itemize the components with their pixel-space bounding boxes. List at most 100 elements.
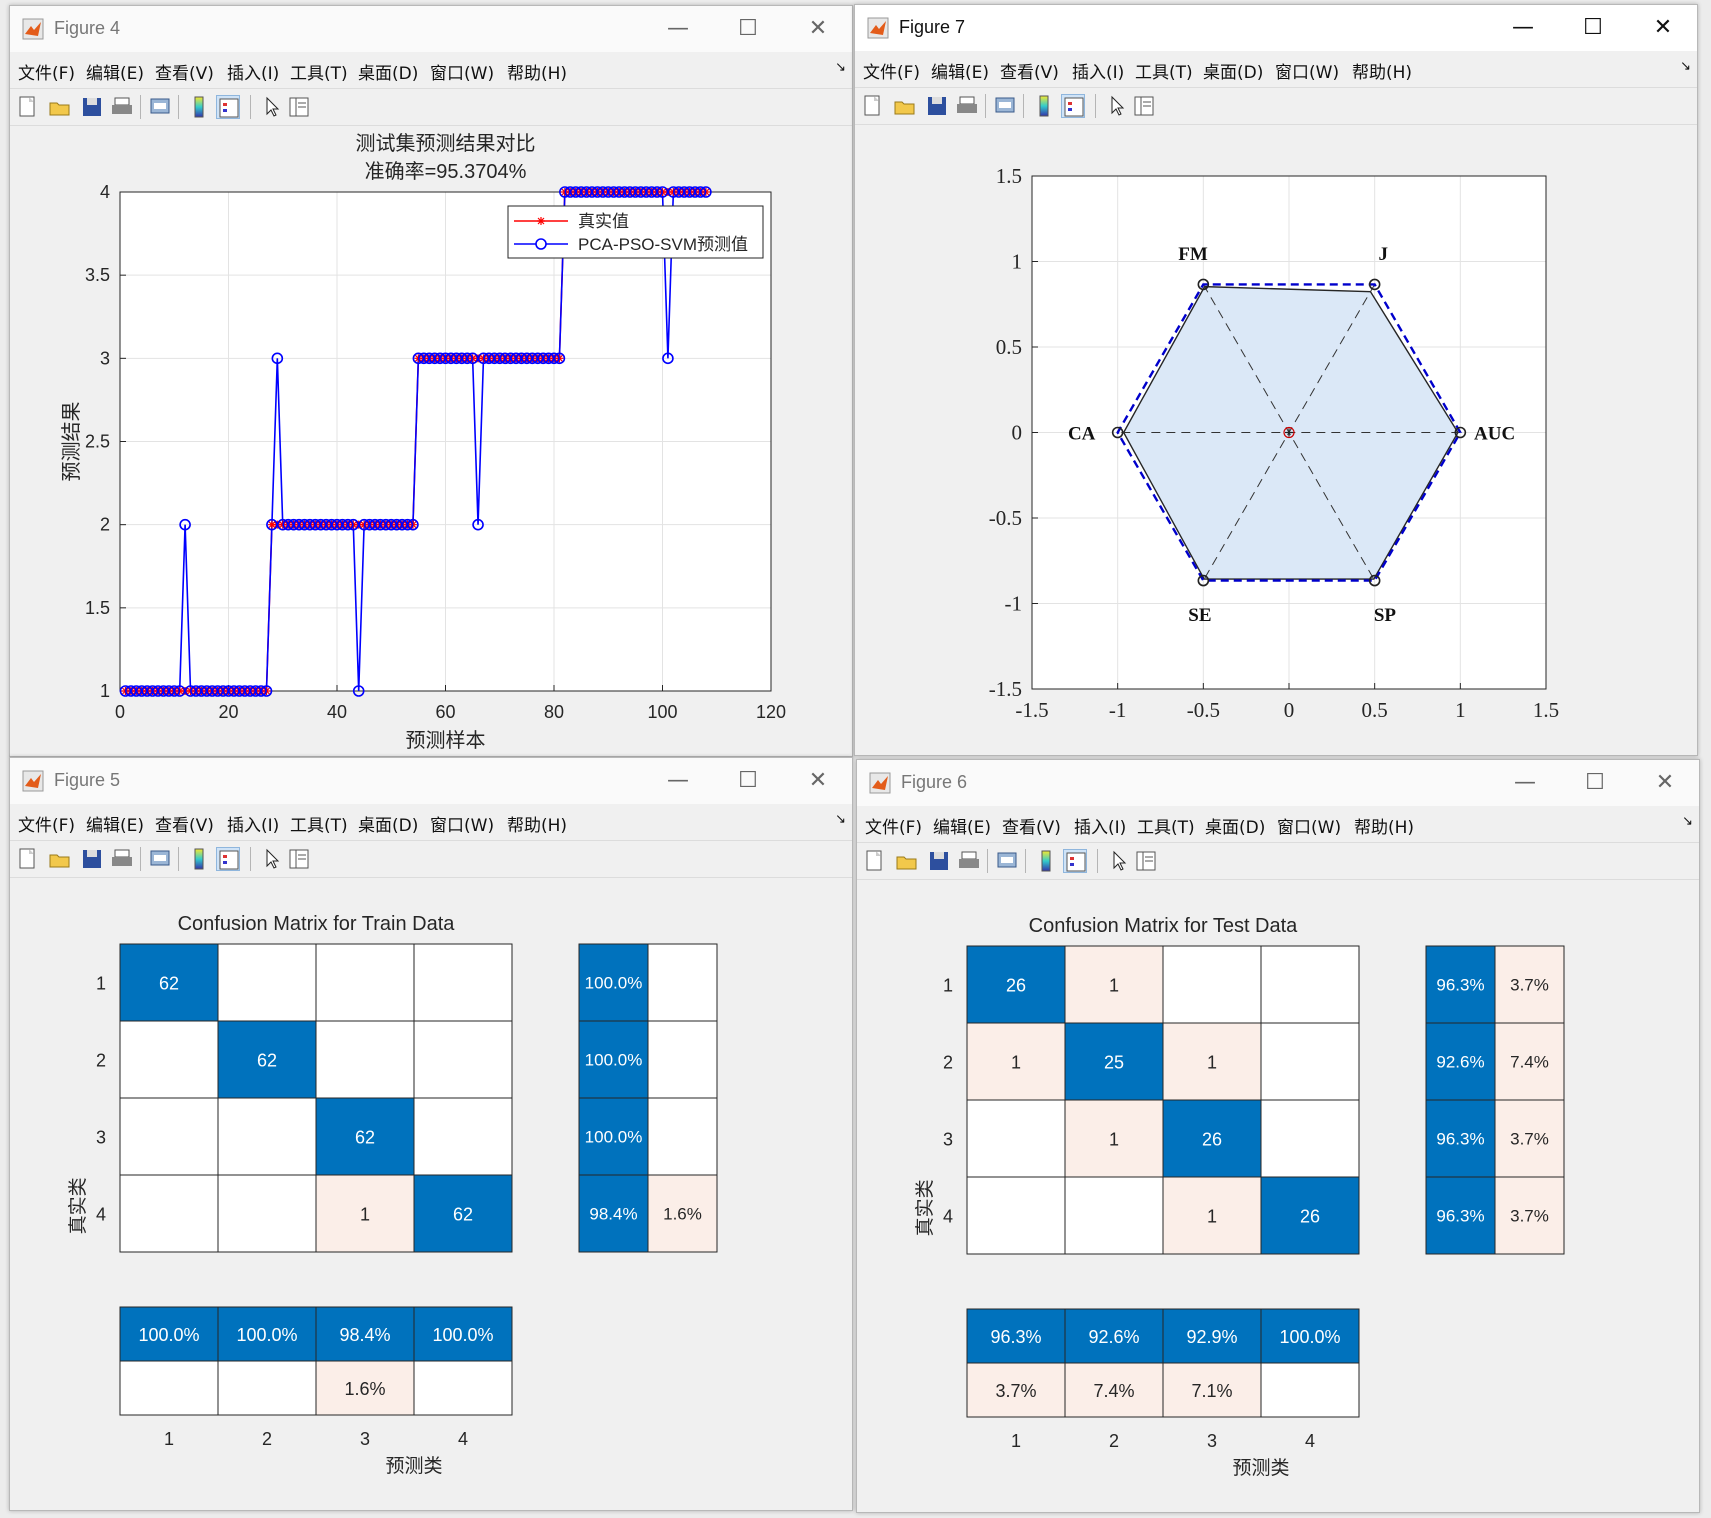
row-summary-value: 100.0% — [585, 974, 643, 993]
open-folder-icon[interactable] — [48, 847, 72, 871]
legend-icon[interactable] — [1063, 849, 1087, 873]
minimize-icon[interactable]: — — [667, 768, 689, 793]
legend-icon[interactable] — [216, 95, 240, 119]
save-icon[interactable] — [80, 847, 104, 871]
figure-6-window[interactable]: Figure 6 — ☐ ✕ 文件(F) 编辑(E) 查看(V) 插入(I) 工具(T)… — [856, 759, 1700, 1513]
save-icon[interactable] — [925, 94, 949, 118]
title-bar[interactable]: Figure 5 — ☐ ✕ — [10, 758, 852, 804]
menu-item-4[interactable]: 工具(T) — [290, 64, 348, 84]
y-tick-label: 0.5 — [996, 335, 1022, 359]
menu-item-0[interactable]: 文件(F) — [863, 63, 921, 83]
column-summary-cell — [1064, 1362, 1164, 1418]
title-bar[interactable]: Figure 7 — ☐ ✕ — [855, 5, 1697, 51]
title-bar[interactable]: Figure 6 — ☐ ✕ — [857, 760, 1699, 806]
menu-item-3[interactable]: 插入(I) — [227, 816, 280, 836]
new-file-icon[interactable] — [861, 94, 885, 118]
menu-item-7[interactable]: 帮助(H) — [507, 64, 568, 84]
menu-item-7[interactable]: 帮助(H) — [1352, 63, 1413, 83]
menu-item-0[interactable]: 文件(F) — [18, 64, 76, 84]
print-icon[interactable] — [957, 849, 981, 873]
menu-item-7[interactable]: 帮助(H) — [507, 816, 568, 836]
open-folder-icon[interactable] — [893, 94, 917, 118]
maximize-icon[interactable]: ☐ — [1585, 770, 1605, 795]
figure-4-window[interactable]: Figure 4 — ☐ ✕ 文件(F) 编辑(E) 查看(V) 插入(I) 工具(T)… — [9, 5, 853, 757]
menu-item-6[interactable]: 窗口(W) — [1277, 818, 1342, 838]
property-inspector-icon[interactable] — [1132, 94, 1156, 118]
dock-icon[interactable]: ↘ — [1682, 814, 1693, 829]
menu-item-0[interactable]: 文件(F) — [865, 818, 923, 838]
dock-icon[interactable]: ↘ — [835, 812, 846, 827]
colorbar-icon[interactable] — [1034, 849, 1058, 873]
menu-item-3[interactable]: 插入(I) — [1072, 63, 1125, 83]
menu-item-1[interactable]: 编辑(E) — [931, 63, 990, 83]
legend-icon[interactable] — [1061, 94, 1085, 118]
dock-icon[interactable]: ↘ — [1680, 59, 1691, 74]
menu-item-5[interactable]: 桌面(D) — [1205, 818, 1266, 838]
minimize-icon[interactable]: — — [1512, 15, 1534, 40]
menu-item-4[interactable]: 工具(T) — [1137, 818, 1195, 838]
legend-icon[interactable] — [216, 847, 240, 871]
maximize-icon[interactable]: ☐ — [738, 16, 758, 41]
property-inspector-icon[interactable] — [287, 95, 311, 119]
menu-item-5[interactable]: 桌面(D) — [1203, 63, 1264, 83]
title-bar[interactable]: Figure 4 — ☐ ✕ — [10, 6, 852, 52]
dock-icon[interactable]: ↘ — [835, 60, 846, 75]
new-file-icon[interactable] — [16, 847, 40, 871]
print-icon[interactable] — [110, 95, 134, 119]
print-preview-icon[interactable] — [148, 847, 172, 871]
close-icon[interactable]: ✕ — [1655, 770, 1675, 795]
menu-item-3[interactable]: 插入(I) — [1074, 818, 1127, 838]
menu-item-5[interactable]: 桌面(D) — [358, 816, 419, 836]
menu-item-4[interactable]: 工具(T) — [1135, 63, 1193, 83]
print-icon[interactable] — [955, 94, 979, 118]
minimize-icon[interactable]: — — [667, 16, 689, 41]
menu-item-4[interactable]: 工具(T) — [290, 816, 348, 836]
pointer-icon[interactable] — [1107, 849, 1131, 873]
menu-item-6[interactable]: 窗口(W) — [430, 816, 495, 836]
predicted-point — [580, 186, 593, 198]
maximize-icon[interactable]: ☐ — [738, 768, 758, 793]
menu-item-2[interactable]: 查看(V) — [1002, 818, 1061, 838]
pointer-icon[interactable] — [260, 847, 284, 871]
colorbar-icon[interactable] — [187, 847, 211, 871]
matrix-cell — [119, 1174, 219, 1253]
close-icon[interactable]: ✕ — [1653, 15, 1673, 40]
pointer-icon[interactable] — [1105, 94, 1129, 118]
print-preview-icon[interactable] — [148, 95, 172, 119]
print-icon[interactable] — [110, 847, 134, 871]
menu-item-2[interactable]: 查看(V) — [155, 64, 214, 84]
menu-item-5[interactable]: 桌面(D) — [358, 64, 419, 84]
menu-item-0[interactable]: 文件(F) — [18, 816, 76, 836]
pointer-icon[interactable] — [260, 95, 284, 119]
menu-item-7[interactable]: 帮助(H) — [1354, 818, 1415, 838]
menu-item-3[interactable]: 插入(I) — [227, 64, 280, 84]
figure-5-window[interactable]: Figure 5 — ☐ ✕ 文件(F) 编辑(E) 查看(V) 插入(I) 工具(T)… — [9, 757, 853, 1511]
save-icon[interactable] — [80, 95, 104, 119]
menu-item-6[interactable]: 窗口(W) — [430, 64, 495, 84]
figure-7-window[interactable]: Figure 7 — ☐ ✕ 文件(F) 编辑(E) 查看(V) 插入(I) 工具(T)… — [854, 4, 1698, 756]
maximize-icon[interactable]: ☐ — [1583, 15, 1603, 40]
open-folder-icon[interactable] — [48, 95, 72, 119]
close-icon[interactable]: ✕ — [808, 768, 828, 793]
property-inspector-icon[interactable] — [1134, 849, 1158, 873]
colorbar-icon[interactable] — [1032, 94, 1056, 118]
minimize-icon[interactable]: — — [1514, 770, 1536, 795]
menu-item-2[interactable]: 查看(V) — [1000, 63, 1059, 83]
new-file-icon[interactable] — [16, 95, 40, 119]
close-icon[interactable]: ✕ — [808, 16, 828, 41]
colorbar-icon[interactable] — [187, 95, 211, 119]
menu-item-2[interactable]: 查看(V) — [155, 816, 214, 836]
open-folder-icon[interactable] — [895, 849, 919, 873]
menu-item-1[interactable]: 编辑(E) — [933, 818, 992, 838]
row-summary-cell — [647, 1174, 718, 1253]
menu-item-6[interactable]: 窗口(W) — [1275, 63, 1340, 83]
save-icon[interactable] — [927, 849, 951, 873]
print-preview-icon[interactable] — [993, 94, 1017, 118]
menu-item-1[interactable]: 编辑(E) — [86, 64, 145, 84]
new-file-icon[interactable] — [863, 849, 887, 873]
property-inspector-icon[interactable] — [287, 847, 311, 871]
menu-item-1[interactable]: 编辑(E) — [86, 816, 145, 836]
predicted-point — [119, 685, 132, 697]
print-preview-icon[interactable] — [995, 849, 1019, 873]
menu-bar: 文件(F) 编辑(E) 查看(V) 插入(I) 工具(T) 桌面(D) 窗口(W) 帮助(H)… — [857, 806, 1699, 840]
